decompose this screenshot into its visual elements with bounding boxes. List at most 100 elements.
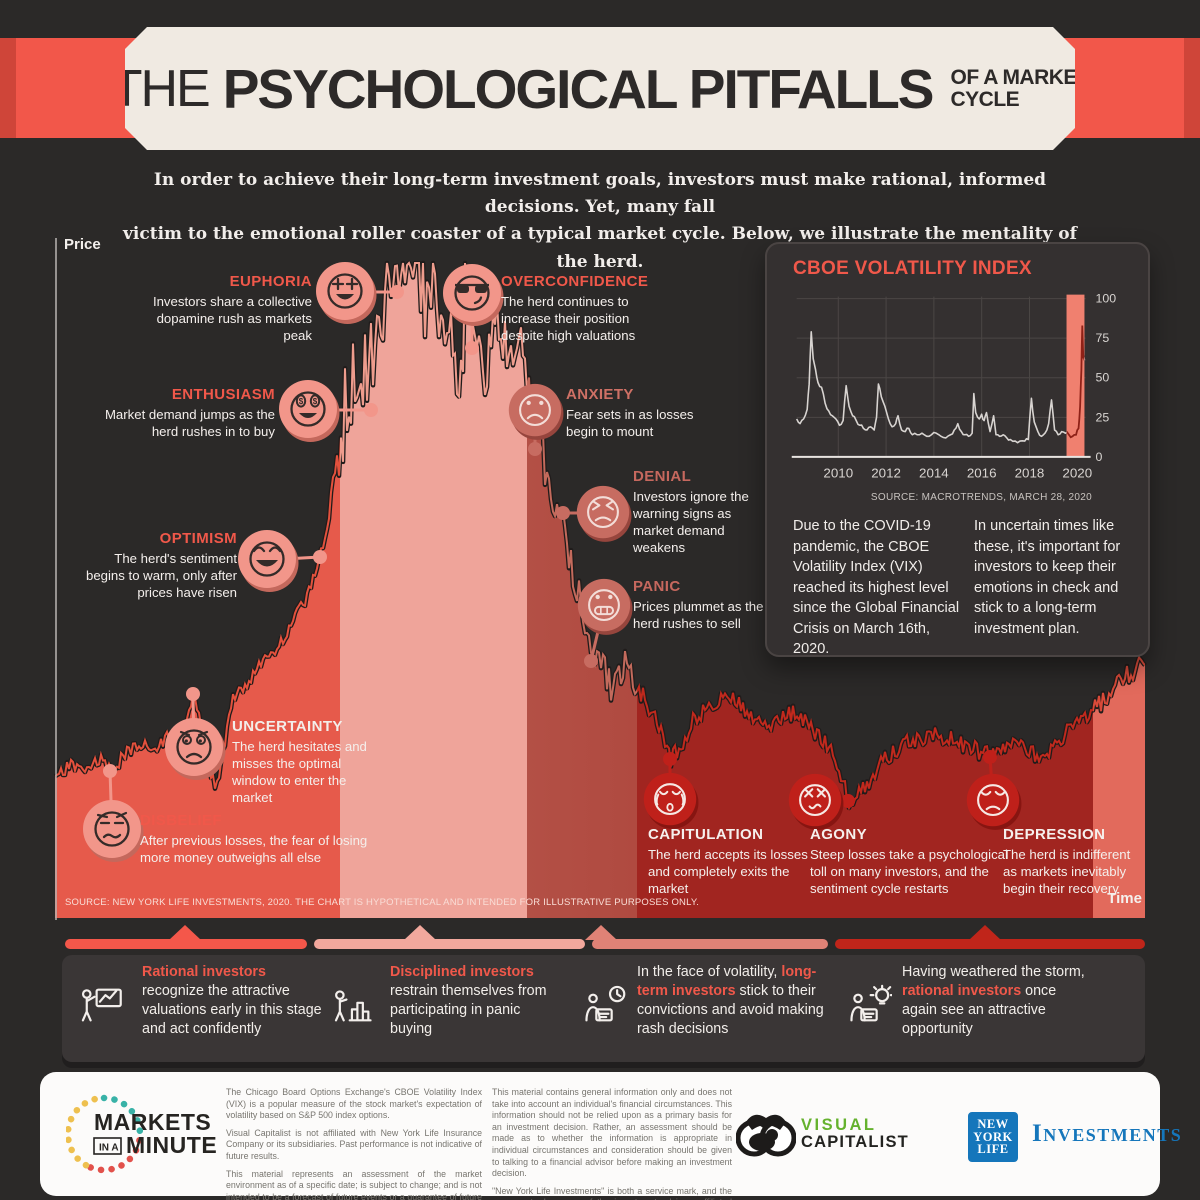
optimism-curve-dot: [313, 550, 327, 564]
phase-optimism-heading: OPTIMISM: [159, 530, 237, 547]
phase-euphoria-description: Investors share a collective dopamine ru…: [152, 294, 312, 344]
vix-xtick-2016: 2016: [967, 466, 997, 481]
panic-emoji-badge: [577, 578, 633, 635]
takeaway-3-text: stick to their convictions and avoid mak…: [637, 982, 824, 1037]
disclaimer-column-1-paragraph-3: This material represents an assessment o…: [226, 1168, 482, 1200]
capitulation-curve-dot: [663, 752, 677, 766]
stage-bar-segment-3: [592, 939, 828, 949]
svg-text:$: $: [313, 397, 318, 406]
person-bar-chart-icon: [334, 990, 372, 1022]
cycle-fill-zone-5: [1093, 657, 1145, 918]
cycle-line-zone-4: [637, 682, 1093, 811]
phase-agony-description: Steep losses take a psychological toll o…: [810, 847, 1008, 897]
agony-emoji-badge: [788, 773, 844, 830]
intro-line2: victim to the emotional roller coaster o…: [123, 224, 1077, 272]
time-axis-label: Time: [1107, 890, 1142, 907]
phase-anxiety: ANXIETY Fear sets in as losses begin to m…: [566, 386, 724, 440]
overconfidence-emoji-badge: [443, 264, 504, 326]
cycle-fill-zone-1: [55, 455, 340, 918]
phase-depression-description: The herd is indifferent as markets inevi…: [1003, 847, 1131, 897]
vix-ytick-25: 25: [1096, 410, 1110, 424]
takeaway-3-accent: long-term investors: [637, 964, 817, 999]
vix-xtick-2010: 2010: [823, 466, 853, 481]
logo-dots-yellow: [66, 1094, 105, 1169]
takeaway-4-text: Having weathered the storm,: [902, 964, 1085, 980]
takeaway-4: Having weathered the storm, rational inv…: [902, 963, 1090, 1038]
disclaimer-column-1: The Chicago Board Options Exchange's CBO…: [226, 1087, 482, 1200]
reader-clock-icon: [585, 985, 626, 1022]
takeaway-3: In the face of volatility, long-term inv…: [637, 963, 832, 1038]
vix-ytick-75: 75: [1096, 331, 1110, 345]
disclaimer-column-2-paragraph-1: This material contains general informati…: [492, 1087, 732, 1179]
band-left-cap: [0, 38, 16, 138]
title-the: THE: [110, 59, 209, 118]
depression-emoji-badge: [966, 773, 1022, 830]
phase-enthusiasm-heading: ENTHUSIASM: [171, 386, 275, 403]
stage-bar-segment-4: [835, 939, 1145, 949]
stage-bar-segment-2: [314, 939, 585, 949]
phase-denial-heading: DENIAL: [633, 468, 692, 485]
phase-uncertainty: UNCERTAINTY The herd hesitates and misses…: [232, 718, 384, 807]
phase-depression: DEPRESSION The herd is indifferent as mar…: [1003, 826, 1143, 897]
anxiety-curve-dot: [528, 442, 542, 456]
vix-source-note: SOURCE: MACROTRENDS, MARCH 28, 2020: [870, 492, 1092, 503]
phase-disbelief-heading: DISBELIEF: [140, 812, 222, 829]
reader-bulb-icon: [850, 984, 892, 1022]
vix-line: [795, 324, 1086, 444]
uncertainty-curve-dot: [186, 687, 200, 701]
presenter-board-icon: [81, 988, 122, 1022]
takeaway-4-accent: rational investors: [902, 982, 1022, 999]
phase-panic-heading: PANIC: [633, 578, 681, 595]
vix-panel-title: CBOE VOLATILITY INDEX: [793, 258, 1032, 279]
phase-panic: PANIC Prices plummet as the herd rushes t…: [633, 578, 783, 632]
phase-uncertainty-description: The herd hesitates and misses the optima…: [232, 739, 367, 806]
phase-enthusiasm-description: Market demand jumps as the herd rushes i…: [104, 407, 275, 440]
enthusiasm-emoji-badge: $ $: [279, 380, 340, 442]
phase-anxiety-description: Fear sets in as losses begin to mount: [566, 407, 694, 440]
optimism-emoji-badge: [238, 530, 299, 592]
vix-panel: CBOE VOLATILITY INDEX 0 25 50 75 100 2010 2012…: [765, 242, 1150, 657]
cycle-fill-zone-2: [340, 263, 527, 918]
capitulation-emoji-badge: [643, 772, 699, 829]
visual-capitalist-logo-mark: [736, 1114, 796, 1157]
logo-dots-red: [82, 1137, 143, 1174]
phase-optimism-description: The herd's sentiment begins to warm, onl…: [86, 551, 237, 601]
phase-overconfidence-description: The herd continues to increase their pos…: [501, 294, 636, 344]
disclaimer-column-2: This material contains general informati…: [492, 1087, 732, 1200]
vix-xtick-2018: 2018: [1015, 466, 1045, 481]
panic-curve-dot: [584, 654, 598, 668]
miam-line2: MINUTE: [126, 1132, 217, 1158]
denial-curve-dot: [556, 506, 570, 520]
vc-pig-head: [766, 1129, 778, 1141]
stage-bar-segment-1: [65, 939, 307, 949]
depression-curve-dot: [983, 750, 997, 764]
phase-denial-description: Investors ignore the warning signs as ma…: [633, 489, 749, 556]
takeaway-1-text: recognize the attractive valuations earl…: [142, 982, 322, 1037]
vix-ytick-100: 100: [1096, 292, 1117, 306]
vix-xtick-2020: 2020: [1062, 466, 1092, 481]
title-main: PSYCHOLOGICAL PITFALLS: [222, 57, 933, 120]
miam-line1: MARKETS: [94, 1109, 211, 1135]
cycle-line-zone-1: [55, 437, 340, 789]
cycle-fill-zone-3: [527, 377, 637, 918]
cycle-line-zone-3: [527, 374, 637, 701]
band-right-cap: [1184, 38, 1200, 138]
disclaimer-column-1-paragraph-1: The Chicago Board Options Exchange's CBO…: [226, 1087, 482, 1121]
takeaway-1: Rational investors recognize the attract…: [142, 963, 322, 1038]
takeaway-2: Disciplined investors restrain themselve…: [390, 963, 548, 1038]
vc-crest: [746, 1114, 786, 1130]
euphoria-curve-dot: [390, 285, 404, 299]
nyl-new: NEW: [977, 1116, 1009, 1131]
denial-emoji-badge: [576, 485, 632, 542]
stage-bar-pointer-3: [585, 925, 617, 940]
phase-enthusiasm: ENTHUSIASM Market demand jumps as the her…: [103, 386, 275, 440]
phase-overconfidence: OVERCONFIDENCE The herd continues to incr…: [501, 273, 663, 344]
page-title: THE PSYCHOLOGICAL PITFALLS OF A MARKET C…: [111, 57, 1090, 121]
vix-xtick-2012: 2012: [871, 466, 901, 481]
title-subtitle: OF A MARKET CYCLE: [951, 67, 1090, 111]
vix-paragraph-2: In uncertain times like these, it's impo…: [974, 518, 1121, 637]
phase-overconfidence-heading: OVERCONFIDENCE: [501, 273, 649, 290]
stage-bar-pointer-1: [169, 925, 201, 940]
